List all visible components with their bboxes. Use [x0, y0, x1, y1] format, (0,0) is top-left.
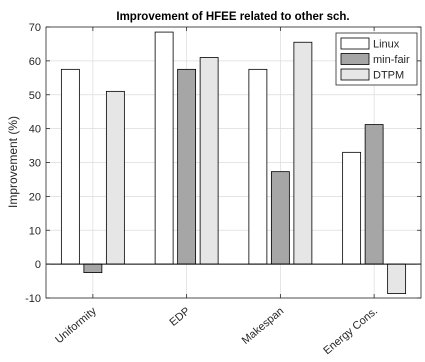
- y-tick-label: 0: [35, 259, 41, 271]
- legend-label: DTPM: [373, 70, 404, 82]
- y-tick-label: -10: [25, 293, 41, 305]
- x-tick-label: Uniformity: [53, 305, 99, 346]
- legend-swatch: [340, 37, 370, 50]
- y-axis-label: Improvement (%): [6, 116, 20, 208]
- bar-min-fair: [83, 263, 103, 273]
- bar-linux: [248, 68, 268, 265]
- legend: Linux min-fair DTPM: [335, 32, 418, 86]
- legend-swatch: [340, 53, 370, 65]
- y-tick-label: 20: [29, 191, 41, 203]
- x-tick-label: Makespan: [240, 305, 287, 347]
- chart-title: Improvement of HFEE related to other sch…: [116, 11, 349, 23]
- y-tick-label: 50: [29, 90, 41, 102]
- y-tick-label: 70: [29, 22, 41, 34]
- y-tick-label: 30: [29, 158, 41, 170]
- bar-linux: [60, 68, 80, 265]
- bar-linux: [342, 151, 362, 265]
- bar-min-fair: [364, 124, 384, 265]
- bars: [60, 31, 407, 294]
- x-tick-label: Energy Cons.: [321, 305, 380, 357]
- y-tick-label: 10: [29, 225, 41, 237]
- legend-label: min-fair: [373, 54, 410, 66]
- legend-swatch: [340, 68, 370, 81]
- y-tick-label: 60: [29, 56, 41, 68]
- y-axis-ticks: -10 0 10 20 30 40 50 60 70: [25, 22, 421, 305]
- legend-label: Linux: [373, 39, 400, 51]
- bar-dtpm: [293, 41, 313, 265]
- bar-min-fair: [177, 68, 197, 265]
- bar-dtpm: [199, 57, 219, 265]
- x-tick-label: EDP: [168, 305, 193, 329]
- bar-dtpm: [387, 263, 407, 294]
- y-tick-label: 40: [29, 124, 41, 136]
- bar-dtpm: [105, 90, 125, 265]
- bar-min-fair: [270, 171, 290, 265]
- bar-linux: [154, 31, 174, 265]
